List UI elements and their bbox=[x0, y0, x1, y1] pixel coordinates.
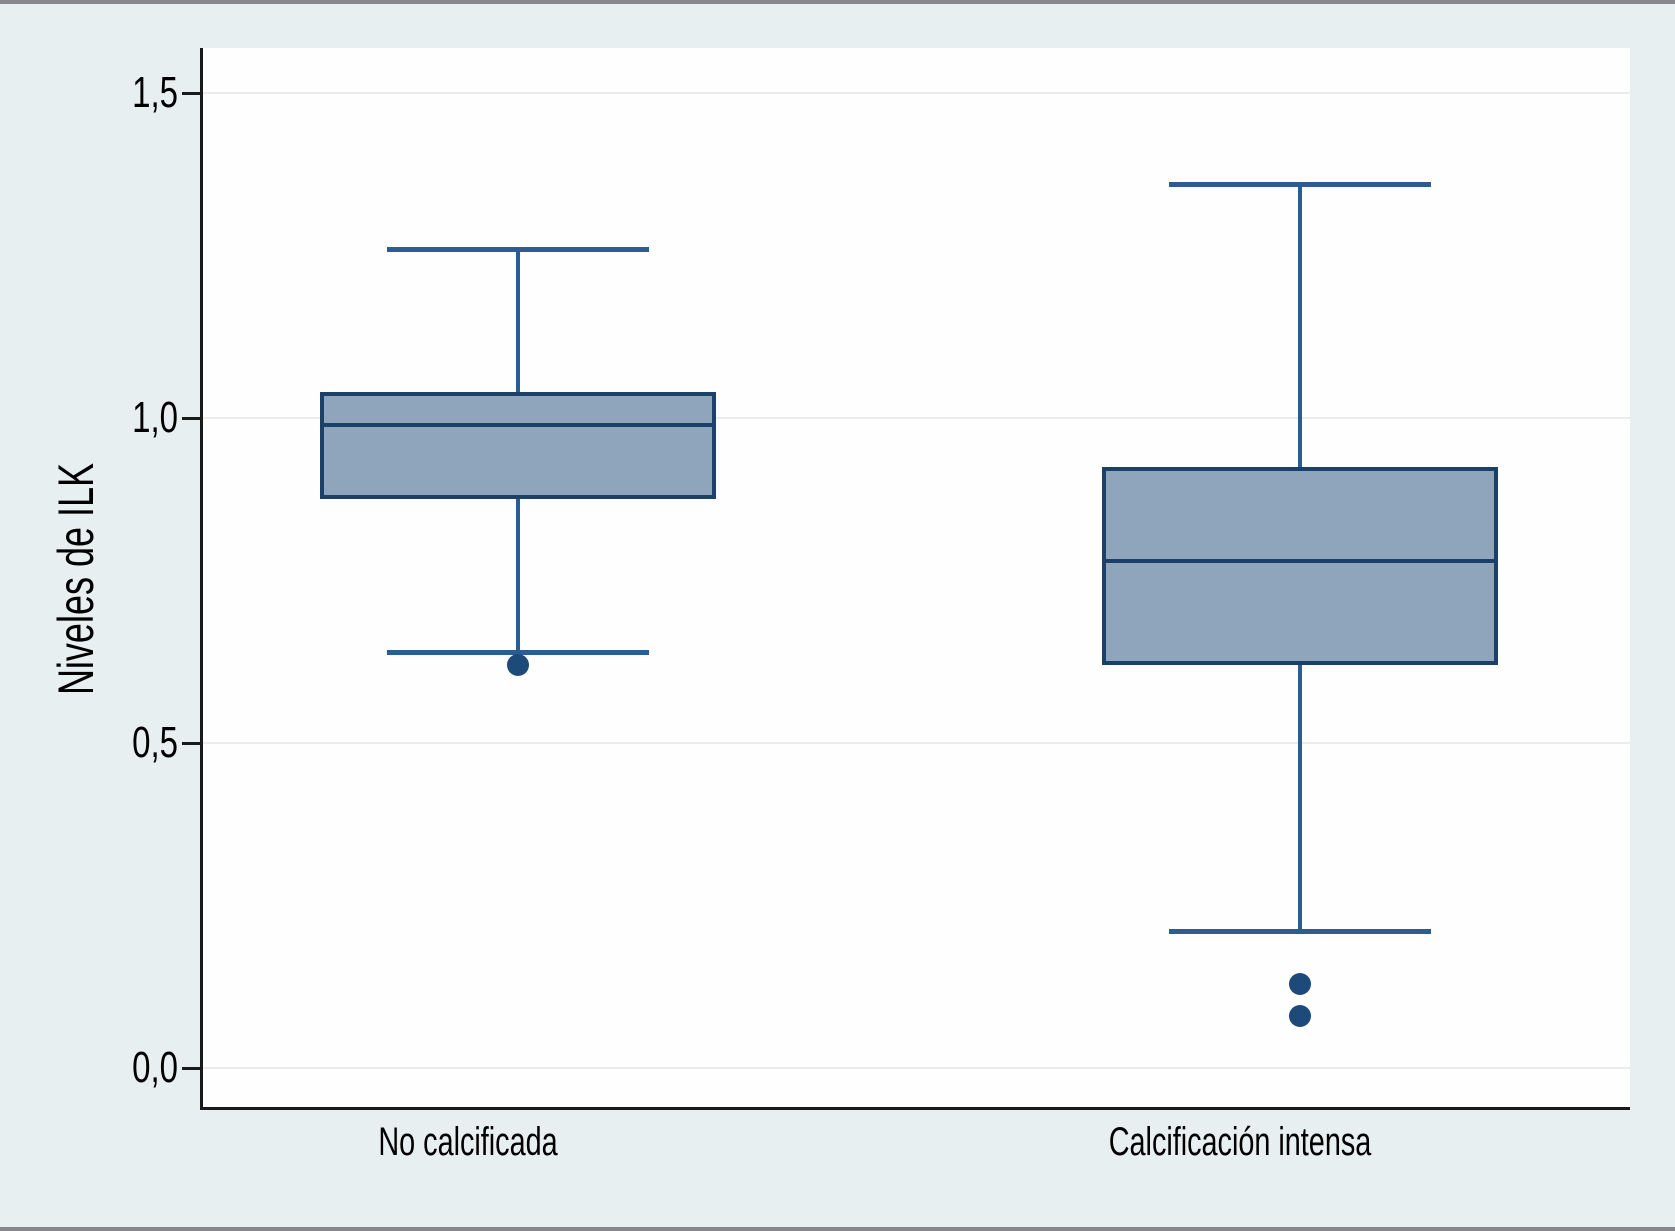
whisker-cap-lower bbox=[386, 649, 649, 655]
y-tick-label: 1,5 bbox=[132, 68, 178, 117]
whisker-cap-lower bbox=[1169, 929, 1431, 934]
y-axis-title-text: Niveles de ILK bbox=[48, 462, 104, 696]
y-tick-label: 1,0 bbox=[132, 393, 178, 442]
x-axis-line bbox=[200, 1107, 1630, 1110]
gridline bbox=[203, 92, 1630, 94]
median-line bbox=[1102, 559, 1498, 563]
y-tick-mark bbox=[182, 741, 200, 745]
outlier-dot bbox=[1289, 1005, 1311, 1027]
iqr-box bbox=[319, 392, 716, 500]
whisker-cap-upper bbox=[1169, 181, 1431, 187]
y-tick-mark bbox=[182, 1066, 200, 1070]
y-tick-mark bbox=[182, 91, 200, 95]
iqr-box bbox=[1102, 466, 1498, 665]
y-tick-mark bbox=[182, 416, 200, 420]
whisker-cap-upper bbox=[386, 246, 649, 252]
figure-border-bottom bbox=[0, 1227, 1675, 1231]
y-tick-label: 0,5 bbox=[132, 718, 178, 767]
category-label: Calcificación intensa bbox=[1108, 1120, 1372, 1164]
category-label: No calcificada bbox=[378, 1120, 558, 1164]
gridline bbox=[203, 417, 1630, 419]
outlier-dot bbox=[1289, 972, 1311, 995]
y-axis-line bbox=[200, 48, 203, 1110]
gridline bbox=[203, 1067, 1630, 1069]
median-line bbox=[319, 422, 716, 427]
gridline bbox=[203, 742, 1630, 744]
figure-border-top bbox=[0, 0, 1675, 4]
y-axis-title: Niveles de ILK bbox=[47, 463, 105, 695]
outlier-dot bbox=[506, 654, 529, 676]
y-tick-label: 0,0 bbox=[132, 1043, 178, 1092]
